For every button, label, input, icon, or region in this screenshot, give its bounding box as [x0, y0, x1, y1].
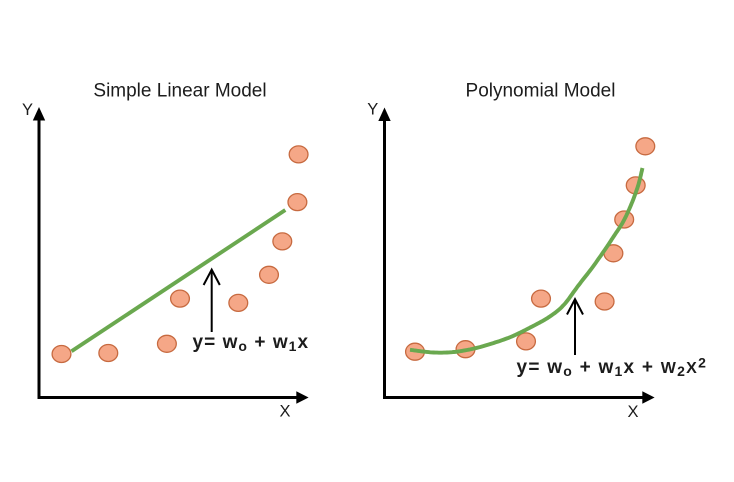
svg-text:Y: Y: [22, 101, 33, 119]
svg-text:X: X: [280, 403, 291, 421]
svg-text:y= wo + w1x + W2X2: y= wo + w1x + W2X2: [517, 355, 708, 380]
svg-text:Simple Linear Model: Simple Linear Model: [93, 81, 266, 102]
svg-text:Polynomial Model: Polynomial Model: [466, 81, 616, 102]
svg-text:X: X: [628, 403, 639, 421]
svg-text:Y: Y: [367, 100, 378, 118]
svg-text:y= wo + w1x: y= wo + w1x: [193, 332, 310, 354]
